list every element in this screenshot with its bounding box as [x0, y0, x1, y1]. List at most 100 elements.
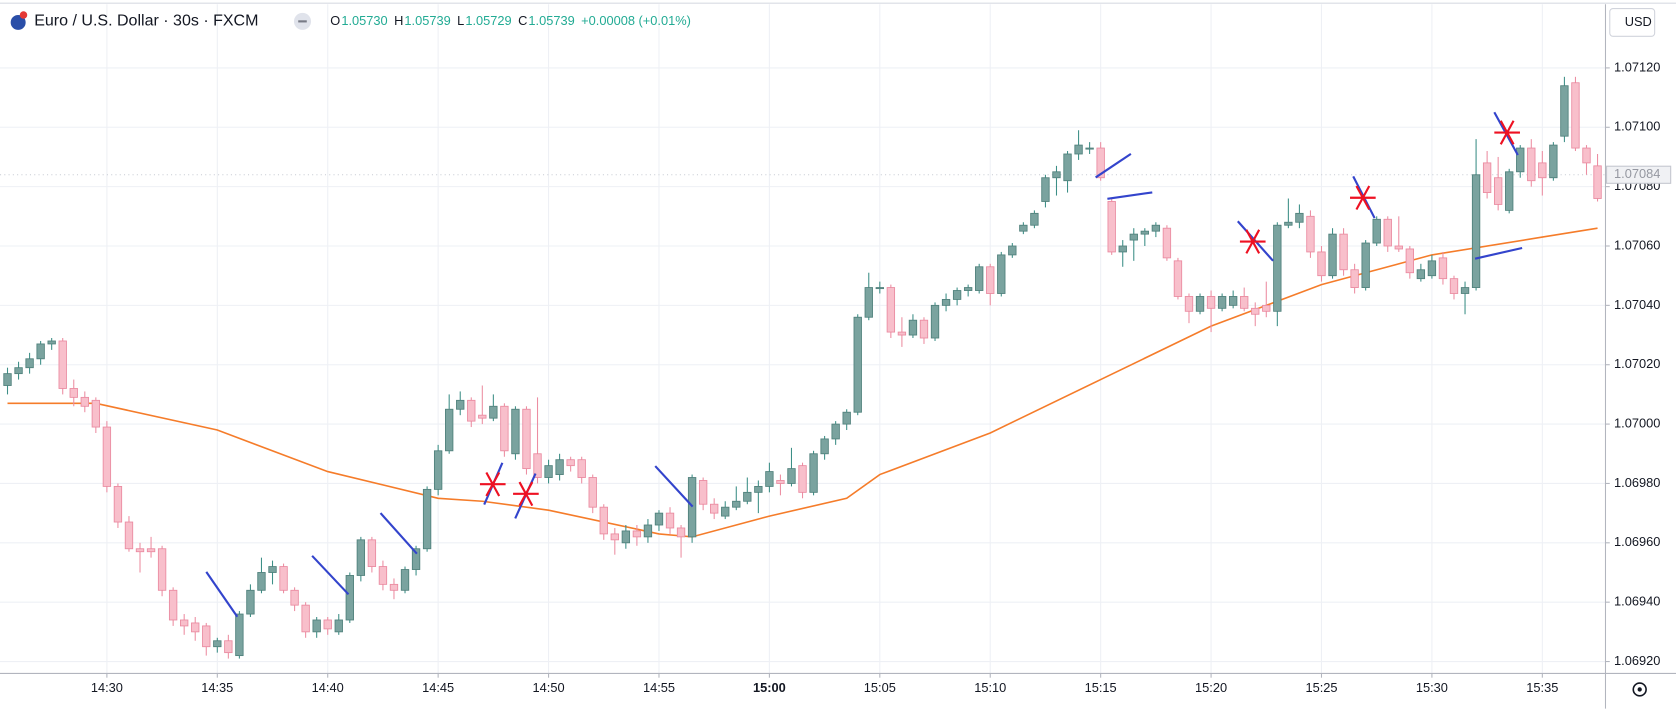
candle-body: [1295, 212, 1304, 223]
candle-body: [1217, 296, 1227, 309]
candle-body: [555, 459, 564, 475]
candle-body: [1493, 177, 1503, 205]
candle-body: [1538, 162, 1547, 179]
candle-body: [213, 640, 222, 648]
candle-body: [1317, 251, 1326, 277]
settings-icon[interactable]: [1632, 682, 1647, 697]
candle-body: [268, 566, 277, 573]
candle-body: [665, 512, 675, 529]
candle-body: [1173, 260, 1183, 297]
candle-body: [1107, 201, 1116, 253]
ohlc-change: +0.00008 (+0.01%): [581, 13, 691, 28]
candle-body: [246, 589, 255, 615]
candle-body: [3, 373, 12, 386]
moving-average: [7, 227, 1598, 538]
ohlc-value: 1.05730: [341, 13, 387, 28]
candle-body: [1052, 171, 1061, 179]
candle-body: [146, 548, 156, 553]
star-marker: [1494, 120, 1520, 145]
candle-body: [886, 287, 896, 333]
candle-body: [643, 524, 653, 538]
trend-line: [379, 512, 418, 555]
candle-body: [1416, 269, 1426, 280]
y-tick-label: 1.07000: [1614, 415, 1660, 430]
candle-body: [1118, 245, 1127, 253]
candle-body: [113, 485, 123, 523]
candle-body: [180, 619, 189, 627]
candle-body: [710, 503, 719, 514]
candle-body: [599, 506, 608, 535]
trend-line: [311, 555, 350, 596]
candle-body: [1449, 278, 1459, 294]
trend-line: [654, 465, 694, 508]
candle-body: [1284, 221, 1293, 226]
candle-body: [986, 266, 995, 294]
moving-average-layer: [7, 227, 1598, 538]
x-tick-label: 14:55: [643, 680, 675, 695]
candle-body: [621, 530, 631, 544]
candle-body: [1505, 171, 1514, 211]
candle-body: [1516, 147, 1525, 173]
candle-body: [202, 625, 211, 648]
candle-body: [157, 548, 167, 591]
candle-body: [1361, 242, 1370, 288]
x-tick-label: 15:10: [974, 680, 1006, 695]
ohlc-key: L: [457, 13, 464, 28]
candle-body: [975, 266, 984, 291]
candle-body: [511, 408, 520, 455]
symbol-title: Euro / U.S. Dollar · 30s · FXCM: [34, 12, 258, 30]
candle-body: [257, 572, 266, 591]
candle-body: [1328, 233, 1337, 277]
candle-body: [1063, 153, 1072, 182]
price-axis-panel: [1605, 4, 1676, 674]
candle-body: [1162, 227, 1172, 259]
candle-body: [301, 604, 310, 633]
candle-body: [1206, 296, 1216, 309]
currency-button[interactable]: [1609, 8, 1656, 37]
y-tick-label: 1.07060: [1614, 237, 1660, 252]
candle-body: [1582, 147, 1591, 164]
candle-body: [47, 340, 56, 345]
candle-body: [1527, 147, 1536, 182]
candle-body: [411, 548, 421, 570]
y-tick-label: 1.06980: [1614, 475, 1660, 490]
candle-body: [445, 408, 454, 452]
candle-body: [36, 343, 45, 360]
candle-body: [433, 450, 443, 490]
candle-body: [897, 331, 907, 336]
candle-body: [1593, 165, 1602, 199]
candle-body: [168, 589, 178, 621]
candle-body: [1096, 147, 1105, 179]
star-marker: [513, 481, 539, 507]
x-tick-label: 14:35: [201, 680, 233, 695]
candle-body: [588, 477, 597, 508]
candle-body: [1339, 233, 1348, 271]
candle-body: [809, 453, 818, 493]
last-price-box: [1606, 165, 1672, 184]
candle-body: [1438, 257, 1448, 280]
candle-body: [632, 530, 642, 538]
candle-body: [290, 589, 299, 606]
candle-body: [952, 290, 962, 300]
candle-body: [478, 414, 487, 419]
candle-body: [1549, 144, 1558, 179]
candle-body: [1383, 218, 1392, 247]
x-tick-label: 15:15: [1085, 680, 1117, 695]
candle-body: [676, 527, 686, 538]
candle-body: [853, 316, 862, 413]
candle-body: [566, 459, 575, 467]
candle-body: [908, 319, 918, 336]
candle-body: [654, 512, 664, 526]
candle-body: [1350, 269, 1359, 288]
candle-body: [1140, 230, 1149, 235]
candle-body: [522, 408, 531, 470]
candle-body: [1019, 224, 1028, 232]
candle-body: [1151, 224, 1161, 232]
trend-line: [1107, 191, 1153, 200]
candle-body: [544, 465, 553, 478]
candle-body: [400, 569, 410, 591]
x-tick-label: 14:30: [91, 680, 123, 695]
